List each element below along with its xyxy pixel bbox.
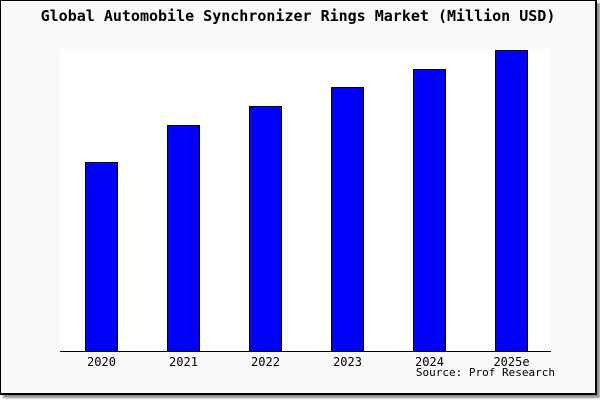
bar-2020 (85, 162, 118, 351)
source-text: Source: Prof Research (415, 366, 555, 379)
x-tick-label-2020: 2020 (87, 355, 116, 369)
bar-2022 (249, 106, 282, 351)
bar-2024 (413, 69, 446, 351)
bar-2021 (167, 125, 200, 351)
x-tick-label-2022: 2022 (251, 355, 280, 369)
plot-area (60, 49, 551, 352)
chart-title: Global Automobile Synchronizer Rings Mar… (40, 7, 556, 25)
x-tick-label-2025e: 2025e (493, 355, 530, 369)
x-axis-labels: 2020 2021 2022 2023 2024 2025e (60, 355, 551, 371)
x-tick-label-2023: 2023 (333, 355, 362, 369)
bar-2025e (495, 50, 528, 351)
x-tick-label-2024: 2024 (415, 355, 444, 369)
x-tick-label-2021: 2021 (169, 355, 198, 369)
bar-2023 (331, 87, 364, 351)
